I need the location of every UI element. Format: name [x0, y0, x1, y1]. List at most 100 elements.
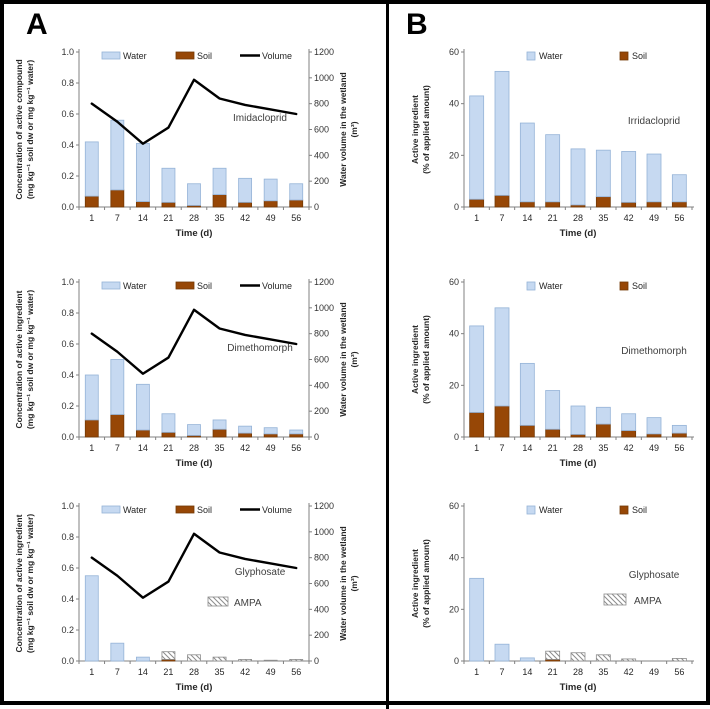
bar-segment-water [621, 413, 637, 431]
y-left-axis-title-line: Active ingredient [410, 549, 420, 618]
axes: 1.0 0.8 0.6 0.4 0.2 0.0 1200 1000 800 600 400 200 0 1… [61, 501, 334, 677]
y-right-tick-label: 1200 [314, 277, 334, 287]
legend-swatch-water [101, 281, 121, 290]
bar-segment-soil [238, 201, 253, 208]
chart-svg-imidacloprid-percent: 60 40 20 0 1 7 14 21 28 35 42 49 56 Water Soil Irridacl… [410, 47, 694, 239]
bar-segment-soil [135, 429, 150, 438]
x-tick-label: 7 [499, 213, 504, 223]
x-tick-label: 14 [138, 213, 148, 223]
x-tick-label: 7 [499, 443, 504, 453]
y-right-tick-label: 600 [314, 125, 329, 135]
y-left-tick-label: 20 [449, 380, 459, 390]
x-tick-label: 1 [89, 213, 94, 223]
compound-annotation: Dimethomorph [227, 343, 293, 354]
bar-segment-ampa [238, 659, 253, 662]
compound-annotation: Glyphosate [235, 567, 286, 578]
bar-segment-water [135, 143, 150, 202]
bar-segment-water [519, 362, 535, 426]
y-left-tick-label: 0.0 [61, 202, 74, 212]
y-left-axis-title-line: (% of applied amount) [421, 85, 431, 174]
y-right-axis-title: Water volume in the wetland (m³) [338, 302, 359, 416]
x-tick-label: 21 [163, 213, 173, 223]
y-left-axis-title-line: Active ingredient [410, 95, 420, 164]
x-axis-title: Time (d) [560, 682, 597, 693]
chart-glyphosate-concentration: 1.0 0.8 0.6 0.4 0.2 0.0 1200 1000 800 600 400 200 0 1… [10, 494, 386, 708]
legend: Water Soil [526, 51, 647, 61]
y-right-tick-label: 400 [314, 380, 329, 390]
y-right-tick-label: 0 [314, 432, 319, 442]
y-right-axis-title-line: (m³) [349, 121, 359, 137]
bar-segment-water [212, 419, 227, 430]
legend-swatch-soil [619, 281, 629, 291]
bar-segment-ampa [187, 654, 201, 662]
y-right-tick-label: 1000 [314, 303, 334, 313]
chart-imidacloprid-percent: 60 40 20 0 1 7 14 21 28 35 42 49 56 Water Soil Irridacl… [392, 40, 710, 254]
x-tick-label: 28 [189, 213, 199, 223]
chart-glyphosate-percent: 60 40 20 0 1 7 14 21 28 35 42 49 56 Water Soil Glyphosa… [392, 494, 710, 708]
volume-line [90, 532, 298, 599]
x-axis-title: Time (d) [560, 458, 597, 469]
y-left-axis-title: Concentration of active compound (mg kg⁻¹… [14, 59, 35, 199]
x-tick-label: 14 [522, 443, 532, 453]
bar-segment-water [570, 148, 586, 206]
bar-segment-soil [469, 412, 485, 438]
y-left-tick-label: 0.2 [61, 625, 74, 635]
bar-segment-ampa [671, 658, 687, 662]
y-left-axis-title: Concentration of active ingredient (mg kg… [14, 290, 35, 429]
x-tick-label: 14 [522, 667, 532, 677]
y-right-axis-title-line: Water volume in the wetland [338, 72, 348, 186]
legend-swatch-water [101, 51, 121, 60]
legend-swatch-water [526, 281, 536, 291]
bar-segment-soil [135, 201, 150, 208]
y-left-axis-title-line: (mg kg⁻¹ soil dw or mg kg⁻¹ water) [25, 60, 35, 199]
bar-segment-soil [595, 196, 611, 208]
bar-segment-soil [671, 432, 687, 438]
axes: 1.0 0.8 0.6 0.4 0.2 0.0 1200 1000 800 600 400 200 0 1… [61, 47, 334, 223]
bar-segment-ampa [161, 651, 176, 660]
y-left-axis-title-line: Concentration of active ingredient [14, 290, 24, 428]
bar-segment-water [469, 325, 485, 413]
y-left-tick-label: 1.0 [61, 501, 74, 511]
bar-segment-water [646, 153, 662, 203]
bar-segment-soil [212, 428, 227, 438]
ampa-legend-swatch [207, 596, 229, 607]
x-tick-label: 28 [573, 443, 583, 453]
bar-segment-water [263, 427, 278, 435]
y-right-tick-label: 0 [314, 202, 319, 212]
x-tick-label: 35 [598, 443, 608, 453]
chart-svg-imidacloprid-concentration: 1.0 0.8 0.6 0.4 0.2 0.0 1200 1000 800 600 400 200 0 1… [14, 47, 359, 239]
y-left-axis-title-line: Active ingredient [410, 325, 420, 394]
legend-label: Water [123, 51, 147, 61]
bar-segment-soil [212, 194, 227, 208]
x-axis-title: Time (d) [176, 228, 213, 239]
x-tick-label: 28 [189, 443, 199, 453]
y-left-tick-label: 0 [454, 202, 459, 212]
legend: Water Soil [526, 281, 647, 291]
y-right-tick-label: 600 [314, 355, 329, 365]
legend-label: Volume [262, 51, 292, 61]
bars [469, 307, 687, 438]
bar-segment-soil [161, 201, 176, 208]
x-tick-label: 28 [573, 667, 583, 677]
x-tick-label: 49 [266, 213, 276, 223]
y-right-tick-label: 200 [314, 406, 329, 416]
y-left-tick-label: 0.8 [61, 532, 74, 542]
compound-annotation: Imidacloprid [233, 113, 287, 124]
volume-line [90, 78, 298, 145]
legend-label: Water [539, 281, 563, 291]
y-left-axis-title: Active ingredient (% of applied amount) [410, 315, 431, 404]
bar-segment-water [545, 390, 561, 430]
y-right-tick-label: 600 [314, 579, 329, 589]
bar-segment-water [469, 95, 485, 200]
bar-segment-soil [646, 201, 662, 208]
bar-segment-ampa [212, 656, 227, 662]
ampa-legend-label: AMPA [634, 596, 662, 607]
bars [469, 577, 687, 662]
bar-segment-water [110, 359, 125, 415]
chart-svg-dimethomorph-concentration: 1.0 0.8 0.6 0.4 0.2 0.0 1200 1000 800 600 400 200 0 1… [14, 277, 359, 469]
bar-segment-water [238, 177, 253, 203]
y-left-tick-label: 0.6 [61, 563, 74, 573]
legend-label: Volume [262, 505, 292, 515]
legend-swatch-soil [175, 281, 195, 290]
bar-segment-soil [545, 201, 561, 208]
